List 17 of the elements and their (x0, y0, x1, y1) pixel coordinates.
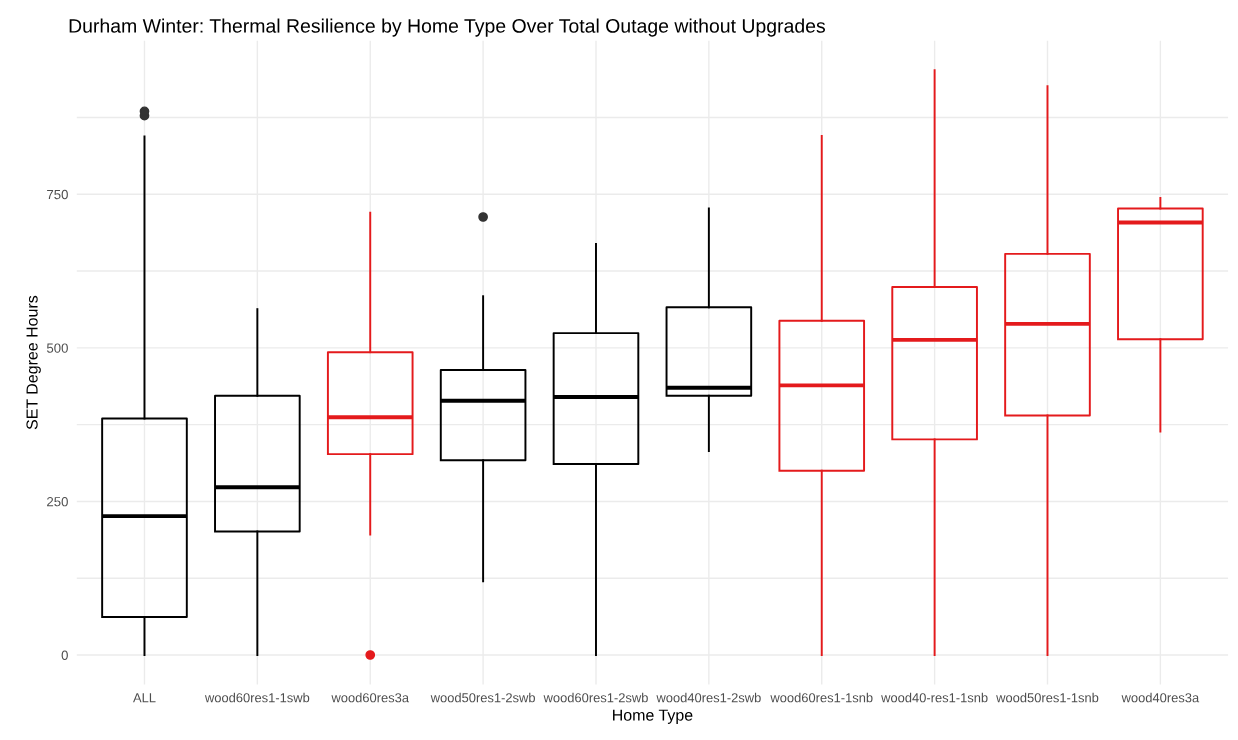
x-tick-label: wood60res1-1swb (204, 692, 310, 703)
x-tick-label: wood60res1-1snb (770, 692, 873, 703)
y-tick-label: 250 (47, 497, 68, 507)
x-tick-label: wood40res3a (1121, 692, 1200, 703)
x-tick-label: wood40-res1-1snb (881, 692, 988, 703)
x-axis-title: Home Type (613, 709, 693, 724)
x-tick-label: ALL (133, 693, 156, 703)
x-tick-label: wood50res1-1snb (996, 692, 1099, 703)
x-tick-label: wood50res1-2swb (430, 692, 535, 703)
y-tick-label: 500 (46, 343, 68, 353)
y-axis-title: SET Degree Hours (26, 295, 41, 430)
x-tick-label: wood60res3a (331, 692, 410, 703)
y-tick-label: 0 (61, 650, 68, 660)
y-tick-label: 750 (47, 189, 68, 200)
x-tick-label: wood40res1-2swb (656, 692, 761, 703)
chart-title: Durham Winter: Thermal Resilience by Home Type Over Total Outage without Upgrades (69, 18, 826, 37)
x-tick-label: wood60res1-2swb (543, 692, 648, 703)
